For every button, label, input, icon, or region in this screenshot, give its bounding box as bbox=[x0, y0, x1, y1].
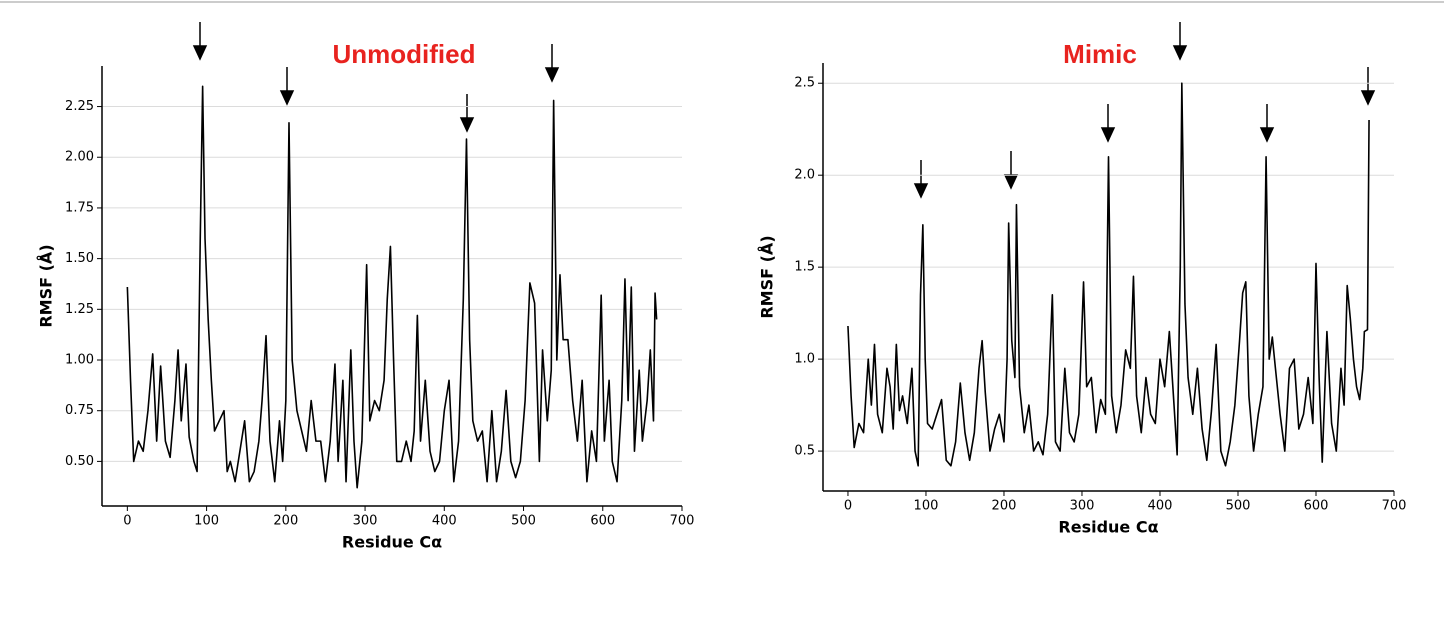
chart-title: Mimic bbox=[1063, 39, 1137, 69]
x-tick-label: 300 bbox=[353, 514, 378, 529]
y-tick-label: 2.5 bbox=[794, 76, 815, 91]
x-tick-label: 400 bbox=[432, 514, 457, 529]
x-tick-label: 0 bbox=[844, 499, 852, 514]
x-tick-label: 500 bbox=[511, 514, 536, 529]
y-tick-label: 1.00 bbox=[65, 353, 94, 368]
y-tick-label: 1.75 bbox=[65, 200, 94, 215]
y-tick-label: 0.75 bbox=[65, 403, 94, 418]
y-tick-label: 1.0 bbox=[794, 352, 815, 367]
series-line bbox=[847, 82, 1370, 467]
peak-arrows bbox=[192, 22, 1376, 199]
x-tick-label: 0 bbox=[123, 514, 131, 529]
y-tick-label: 1.5 bbox=[794, 260, 815, 275]
y-tick-label: 1.25 bbox=[65, 302, 94, 317]
x-tick-label: 600 bbox=[1304, 499, 1329, 514]
x-tick-label: 200 bbox=[273, 514, 298, 529]
x-axis-label: Residue Cα bbox=[1058, 518, 1158, 537]
y-axis-label: RMSF (Å) bbox=[758, 235, 777, 318]
x-tick-label: 500 bbox=[1226, 499, 1251, 514]
y-axis-label: RMSF (Å) bbox=[37, 244, 56, 327]
x-tick-label: 400 bbox=[1148, 499, 1173, 514]
x-tick-label: 700 bbox=[1382, 499, 1407, 514]
x-tick-label: 200 bbox=[992, 499, 1017, 514]
x-tick-label: 600 bbox=[590, 514, 615, 529]
x-tick-label: 300 bbox=[1070, 499, 1095, 514]
x-tick-label: 100 bbox=[194, 514, 219, 529]
y-tick-label: 0.50 bbox=[65, 454, 94, 469]
chart-title: Unmodified bbox=[333, 39, 476, 69]
x-tick-label: 700 bbox=[670, 514, 695, 529]
series-line bbox=[126, 85, 658, 489]
y-tick-label: 1.50 bbox=[65, 251, 94, 266]
y-tick-label: 0.5 bbox=[794, 444, 815, 459]
x-tick-label: 100 bbox=[914, 499, 939, 514]
y-tick-label: 2.25 bbox=[65, 99, 94, 114]
y-tick-label: 2.0 bbox=[794, 168, 815, 183]
y-tick-label: 2.00 bbox=[65, 150, 94, 165]
x-axis-label: Residue Cα bbox=[342, 533, 442, 552]
